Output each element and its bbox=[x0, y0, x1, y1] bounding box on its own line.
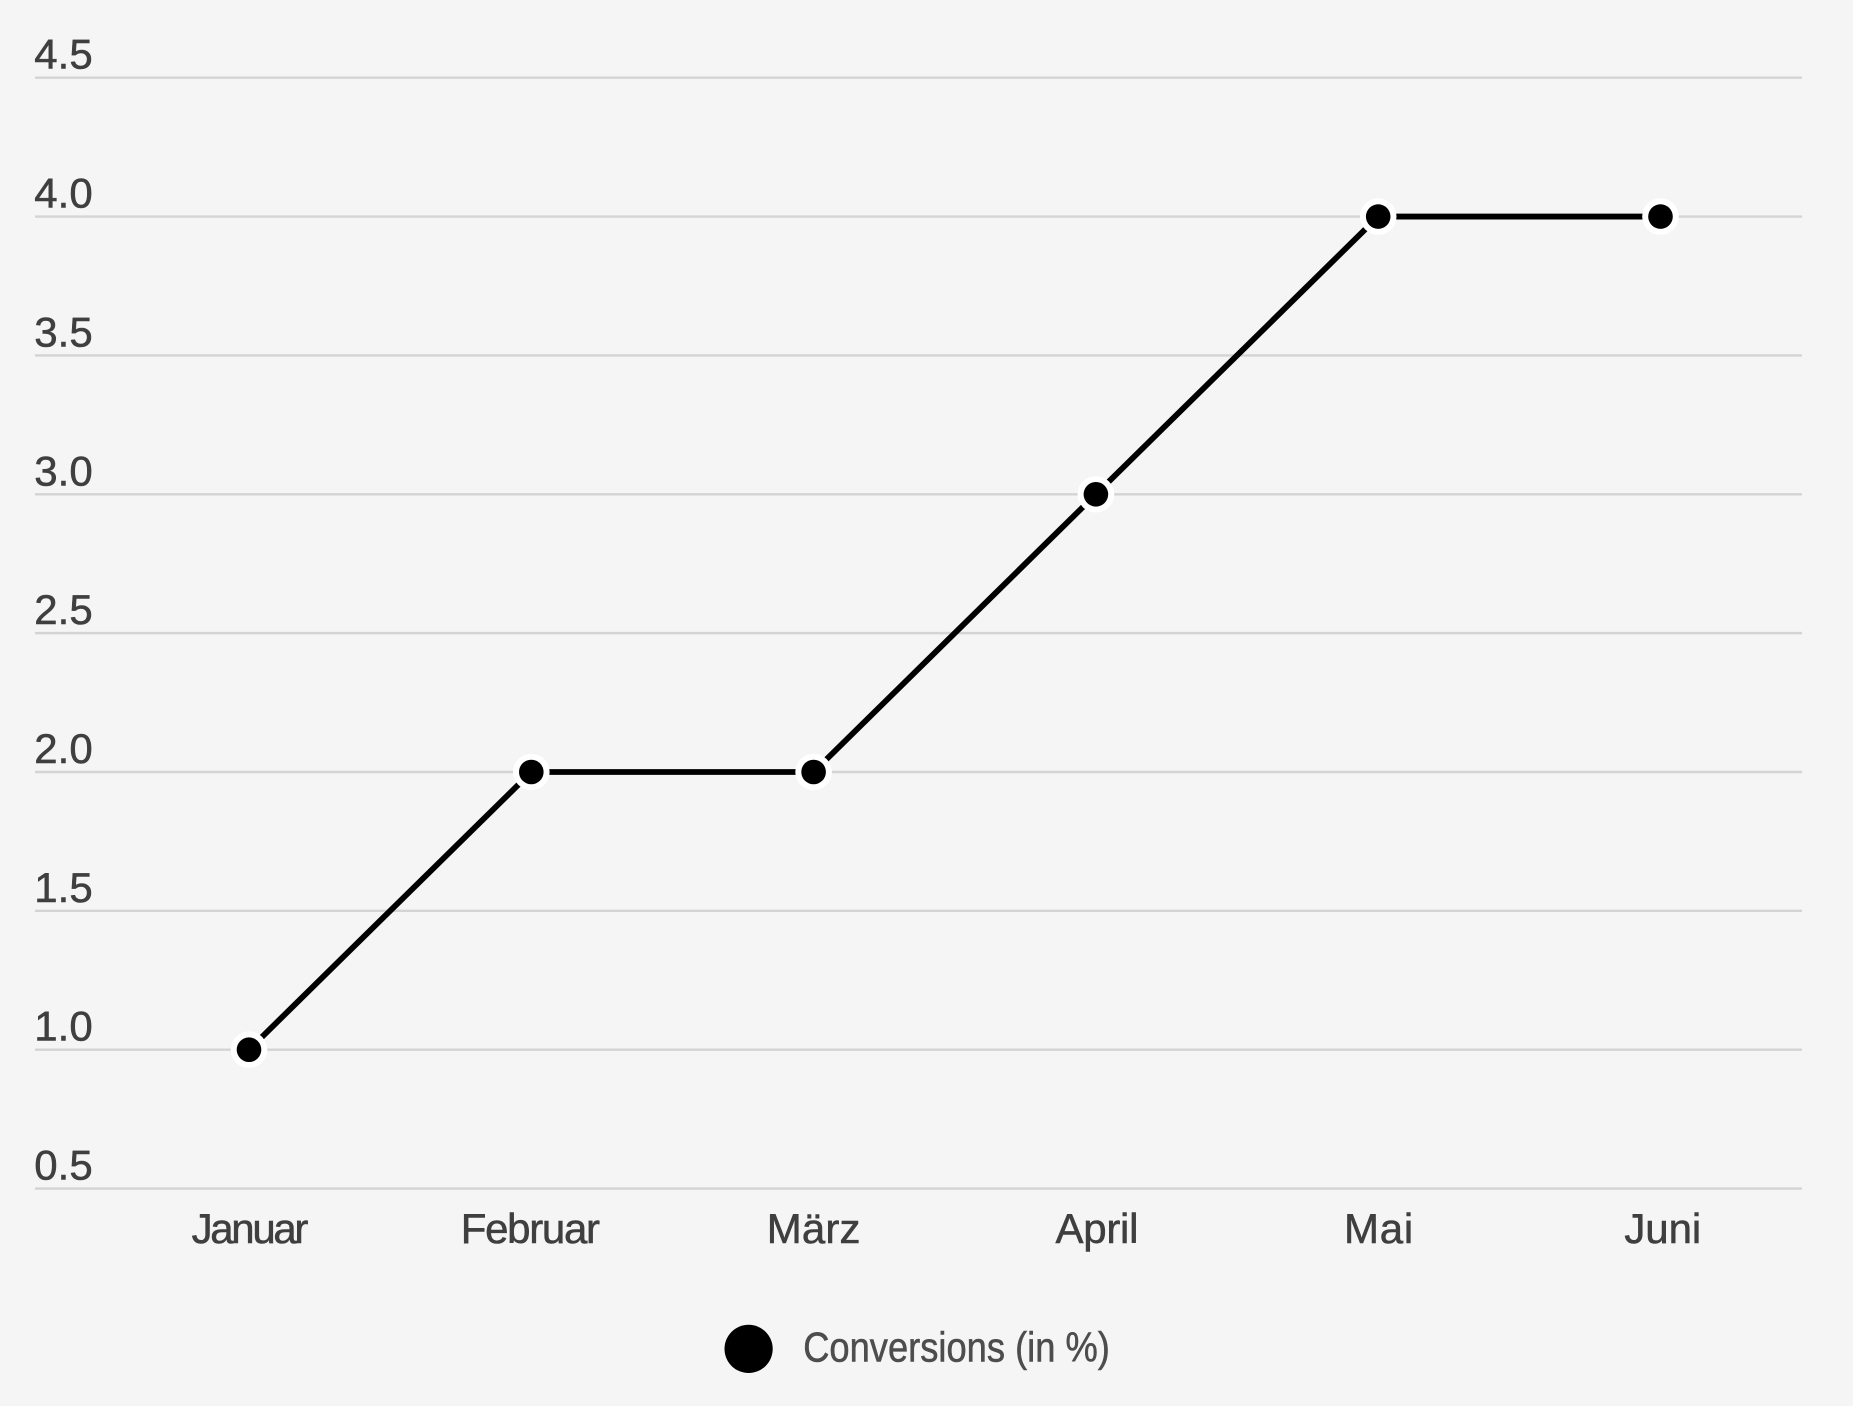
svg-text:3.5: 3.5 bbox=[34, 308, 92, 355]
svg-text:Conversions (in %): Conversions (in %) bbox=[803, 1324, 1110, 1371]
svg-text:April: April bbox=[1056, 1205, 1139, 1252]
svg-text:März: März bbox=[767, 1205, 861, 1252]
svg-text:Februar: Februar bbox=[461, 1205, 600, 1252]
svg-text:0.5: 0.5 bbox=[34, 1142, 92, 1189]
svg-text:Januar: Januar bbox=[192, 1205, 309, 1252]
svg-text:Juni: Juni bbox=[1624, 1205, 1701, 1252]
svg-text:4.0: 4.0 bbox=[34, 170, 92, 217]
svg-text:2.0: 2.0 bbox=[34, 725, 92, 772]
svg-text:Mai: Mai bbox=[1344, 1205, 1413, 1252]
svg-text:1.5: 1.5 bbox=[34, 864, 92, 911]
svg-text:1.0: 1.0 bbox=[34, 1003, 92, 1050]
svg-text:2.5: 2.5 bbox=[34, 586, 92, 633]
svg-text:3.0: 3.0 bbox=[34, 447, 92, 494]
svg-text:4.5: 4.5 bbox=[34, 31, 92, 78]
